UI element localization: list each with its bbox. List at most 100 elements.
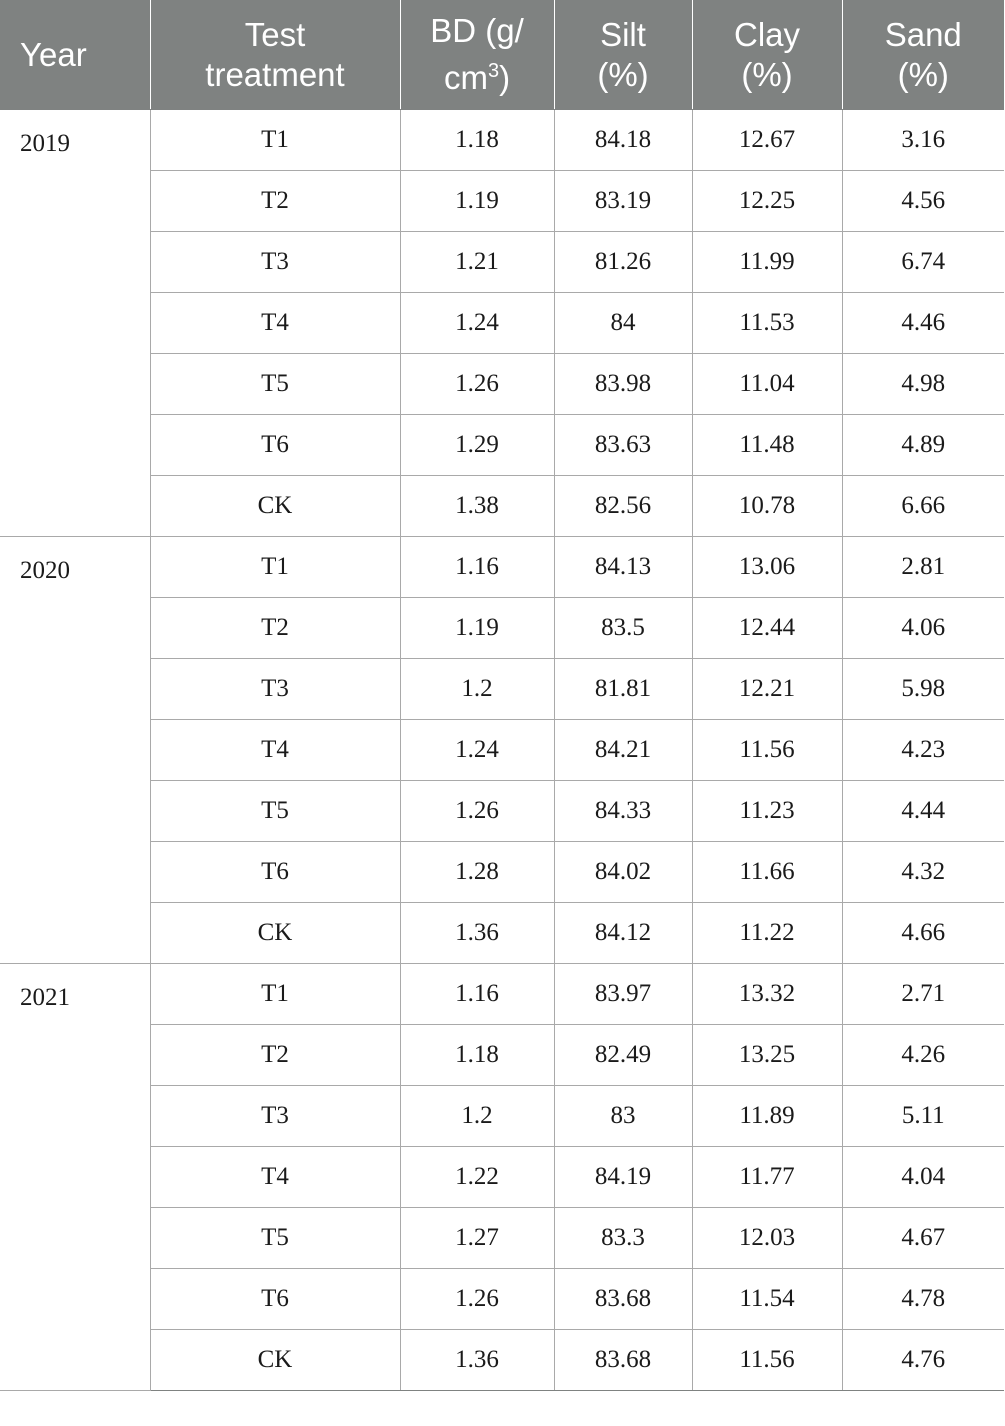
header-bd-close: ) xyxy=(499,59,511,96)
treatment-cell: T4 xyxy=(149,1146,401,1208)
table-row: T5 1.27 83.3 12.03 4.67 xyxy=(0,1207,1004,1269)
table-row: CK 1.36 84.12 11.22 4.66 xyxy=(0,902,1004,964)
bd-cell: 1.16 xyxy=(399,963,555,1025)
silt-cell: 84.19 xyxy=(553,1146,693,1208)
clay-cell: 11.48 xyxy=(691,414,843,476)
sand-cell: 4.89 xyxy=(841,414,1004,476)
sand-cell: 5.98 xyxy=(841,658,1004,720)
bd-cell: 1.27 xyxy=(399,1207,555,1269)
silt-cell: 83.97 xyxy=(553,963,693,1025)
sand-cell: 4.56 xyxy=(841,170,1004,232)
header-year: Year xyxy=(0,0,151,110)
sand-cell: 2.71 xyxy=(841,963,1004,1025)
table-row: CK 1.36 83.68 11.56 4.76 xyxy=(0,1329,1004,1391)
silt-cell: 84.02 xyxy=(553,841,693,903)
header-row: Year Test treatment BD (g/ cm3) Silt (%)… xyxy=(0,0,1004,110)
sand-cell: 5.11 xyxy=(841,1085,1004,1147)
header-silt-line1: Silt xyxy=(600,15,646,53)
bd-cell: 1.28 xyxy=(399,841,555,903)
bd-cell: 1.2 xyxy=(399,658,555,720)
table-row: T2 1.19 83.19 12.25 4.56 xyxy=(0,170,1004,232)
sand-cell: 4.66 xyxy=(841,902,1004,964)
sand-cell: 4.23 xyxy=(841,719,1004,781)
sand-cell: 4.26 xyxy=(841,1024,1004,1086)
treatment-cell: T5 xyxy=(149,780,401,842)
sand-cell: 3.16 xyxy=(841,109,1004,171)
table-row: T4 1.24 84 11.53 4.46 xyxy=(0,292,1004,354)
treatment-cell: T5 xyxy=(149,1207,401,1269)
clay-cell: 11.54 xyxy=(691,1268,843,1330)
treatment-cell: T2 xyxy=(149,597,401,659)
header-bd: BD (g/ cm3) xyxy=(400,0,555,110)
treatment-cell: T2 xyxy=(149,170,401,232)
table-row: T6 1.29 83.63 11.48 4.89 xyxy=(0,414,1004,476)
silt-cell: 83.98 xyxy=(553,353,693,415)
table-row: T5 1.26 84.33 11.23 4.44 xyxy=(0,780,1004,842)
sand-cell: 4.32 xyxy=(841,841,1004,903)
silt-cell: 84.33 xyxy=(553,780,693,842)
header-clay: Clay (%) xyxy=(692,0,843,110)
bd-cell: 1.38 xyxy=(399,475,555,537)
bd-cell: 1.36 xyxy=(399,1329,555,1391)
clay-cell: 11.56 xyxy=(691,1329,843,1391)
treatment-cell: T3 xyxy=(149,1085,401,1147)
treatment-cell: T6 xyxy=(149,414,401,476)
table-row: T2 1.19 83.5 12.44 4.06 xyxy=(0,597,1004,659)
clay-cell: 12.03 xyxy=(691,1207,843,1269)
bd-cell: 1.2 xyxy=(399,1085,555,1147)
year-cell: 2021 xyxy=(0,963,151,1391)
table-row: T4 1.22 84.19 11.77 4.04 xyxy=(0,1146,1004,1208)
bd-cell: 1.19 xyxy=(399,597,555,659)
treatment-cell: T1 xyxy=(149,536,401,598)
clay-cell: 12.44 xyxy=(691,597,843,659)
table-row: T6 1.28 84.02 11.66 4.32 xyxy=(0,841,1004,903)
clay-cell: 11.66 xyxy=(691,841,843,903)
clay-cell: 11.22 xyxy=(691,902,843,964)
sand-cell: 6.66 xyxy=(841,475,1004,537)
header-sand: Sand (%) xyxy=(842,0,1004,110)
clay-cell: 11.77 xyxy=(691,1146,843,1208)
treatment-cell: CK xyxy=(149,1329,401,1391)
silt-cell: 83.19 xyxy=(553,170,693,232)
bd-cell: 1.36 xyxy=(399,902,555,964)
header-test-treatment: Test treatment xyxy=(150,0,401,110)
header-clay-line2: (%) xyxy=(741,55,793,93)
silt-cell: 84.12 xyxy=(553,902,693,964)
silt-cell: 81.81 xyxy=(553,658,693,720)
sand-cell: 4.06 xyxy=(841,597,1004,659)
bd-cell: 1.18 xyxy=(399,1024,555,1086)
bd-cell: 1.21 xyxy=(399,231,555,293)
header-test-treatment-line2: treatment xyxy=(205,55,345,93)
year-cell: 2020 xyxy=(0,536,151,964)
bd-cell: 1.18 xyxy=(399,109,555,171)
table-row: T3 1.21 81.26 11.99 6.74 xyxy=(0,231,1004,293)
bd-cell: 1.24 xyxy=(399,292,555,354)
clay-cell: 11.23 xyxy=(691,780,843,842)
clay-cell: 13.25 xyxy=(691,1024,843,1086)
silt-cell: 82.56 xyxy=(553,475,693,537)
silt-cell: 83.63 xyxy=(553,414,693,476)
clay-cell: 11.99 xyxy=(691,231,843,293)
treatment-cell: T6 xyxy=(149,841,401,903)
clay-cell: 11.89 xyxy=(691,1085,843,1147)
clay-cell: 12.25 xyxy=(691,170,843,232)
bd-cell: 1.26 xyxy=(399,353,555,415)
treatment-cell: T1 xyxy=(149,963,401,1025)
clay-cell: 12.67 xyxy=(691,109,843,171)
header-silt: Silt (%) xyxy=(554,0,693,110)
clay-cell: 11.04 xyxy=(691,353,843,415)
silt-cell: 84.13 xyxy=(553,536,693,598)
treatment-cell: T3 xyxy=(149,658,401,720)
treatment-cell: T5 xyxy=(149,353,401,415)
header-clay-line1: Clay xyxy=(733,15,801,53)
sand-cell: 4.46 xyxy=(841,292,1004,354)
silt-cell: 81.26 xyxy=(553,231,693,293)
header-test-treatment-line1: Test xyxy=(244,15,306,53)
table-row: T2 1.18 82.49 13.25 4.26 xyxy=(0,1024,1004,1086)
table-row: CK 1.38 82.56 10.78 6.66 xyxy=(0,475,1004,537)
clay-cell: 13.32 xyxy=(691,963,843,1025)
header-bd-line1: BD (g/ xyxy=(430,12,524,49)
silt-cell: 84.21 xyxy=(553,719,693,781)
table-row: T3 1.2 81.81 12.21 5.98 xyxy=(0,658,1004,720)
table-row: T4 1.24 84.21 11.56 4.23 xyxy=(0,719,1004,781)
